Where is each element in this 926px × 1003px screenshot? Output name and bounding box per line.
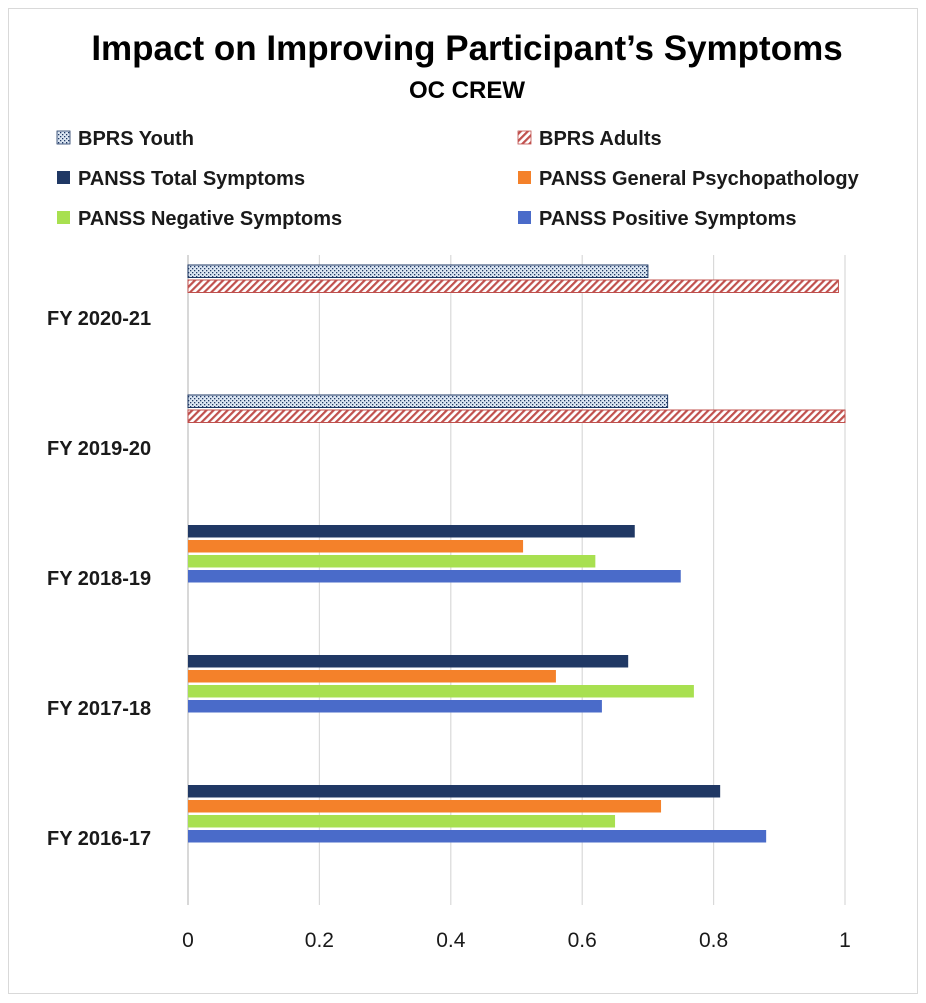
x-tick-label-0: 0 [182, 929, 194, 952]
category-label-fy-2018-19: FY 2018-19 [47, 568, 151, 590]
bar-fy-2017-18-panss-negative-symptoms [188, 685, 694, 698]
category-labels: FY 2020-21 FY 2019-20 FY 2018-19 FY 2017-18… [47, 308, 151, 850]
x-tick-label-0-4: 0.4 [436, 929, 466, 952]
category-label-fy-2016-17: FY 2016-17 [47, 828, 151, 850]
x-tick-label-0-2: 0.2 [305, 929, 334, 952]
bar-fy-2020-21-bprs-adults [187, 279, 839, 293]
legend-swatch-bprs-adults [517, 130, 532, 145]
bar-fy-2019-20-bprs-adults [187, 409, 846, 423]
category-label-fy-2017-18: FY 2017-18 [47, 698, 151, 720]
legend-label-panss-positive-symptoms: PANSS Positive Symptoms [539, 208, 796, 230]
bar-fy-2016-17-panss-total-symptoms [188, 785, 721, 798]
bar-fy-2019-20-bprs-youth [187, 394, 669, 408]
chart-subtitle: OC CREW [409, 77, 525, 104]
legend-label-panss-general-psychopathology: PANSS General Psychopathology [539, 168, 860, 190]
legend-swatch-panss-negative-symptoms [57, 211, 70, 224]
bar-fy-2018-19-panss-negative-symptoms [188, 555, 596, 568]
bar-fy-2018-19-panss-general-psychopathology [188, 540, 524, 553]
bar-fy-2016-17-panss-positive-symptoms [188, 830, 767, 843]
legend-swatch-panss-general-psychopathology [518, 171, 531, 184]
bar-fy-2018-19-panss-total-symptoms [188, 525, 635, 538]
legend-label-bprs-adults: BPRS Adults [539, 128, 662, 150]
bar-fy-2016-17-panss-general-psychopathology [188, 800, 662, 813]
legend: BPRS Youth BPRS Adults PANSS Total Symptom… [56, 128, 860, 230]
bar-fy-2017-18-panss-positive-symptoms [188, 700, 602, 713]
legend-label-panss-total-symptoms: PANSS Total Symptoms [78, 168, 305, 190]
bar-fy-2018-19-panss-positive-symptoms [188, 570, 681, 583]
chart-frame [8, 8, 918, 994]
legend-label-bprs-youth: BPRS Youth [78, 128, 194, 150]
category-label-fy-2020-21: FY 2020-21 [47, 308, 151, 330]
legend-label-panss-negative-symptoms: PANSS Negative Symptoms [78, 208, 342, 230]
x-tick-label-0-8: 0.8 [699, 929, 728, 952]
legend-swatch-panss-positive-symptoms [518, 211, 531, 224]
legend-swatch-bprs-youth [56, 130, 71, 145]
bars [187, 264, 846, 843]
bar-fy-2017-18-panss-total-symptoms [188, 655, 629, 668]
bar-fy-2016-17-panss-negative-symptoms [188, 815, 616, 828]
bar-fy-2020-21-bprs-youth [187, 264, 649, 278]
x-tick-label-1: 1 [839, 929, 851, 952]
bar-fy-2017-18-panss-general-psychopathology [188, 670, 556, 683]
x-tick-label-0-6: 0.6 [568, 929, 597, 952]
chart-title: Impact on Improving Participant’s Sympto… [91, 29, 842, 68]
category-label-fy-2019-20: FY 2019-20 [47, 438, 151, 460]
legend-swatch-panss-total-symptoms [57, 171, 70, 184]
x-axis-tick-labels: 0 0.2 0.4 0.6 0.8 1 [182, 929, 851, 952]
